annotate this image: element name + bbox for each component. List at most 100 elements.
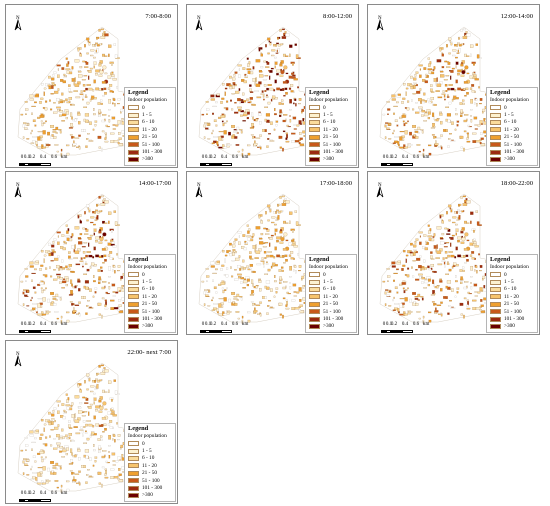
scale-tick-label: 0.1 xyxy=(204,322,212,327)
building xyxy=(476,270,478,274)
legend-label: 11 - 20 xyxy=(504,293,519,300)
building xyxy=(239,128,243,131)
legend-subtitle: Indoor population xyxy=(128,97,167,103)
building xyxy=(482,275,486,279)
building xyxy=(87,133,90,135)
building xyxy=(84,94,87,96)
building xyxy=(85,423,88,427)
building xyxy=(274,232,276,236)
scale-bar-segment xyxy=(200,163,205,166)
building xyxy=(250,279,254,284)
legend-label: 1 - 5 xyxy=(504,112,514,119)
building xyxy=(430,88,433,92)
building xyxy=(68,91,73,93)
building xyxy=(281,43,284,45)
building xyxy=(84,280,90,284)
building xyxy=(110,140,115,144)
building xyxy=(226,83,231,87)
building xyxy=(254,90,259,93)
legend-swatch xyxy=(309,149,320,155)
building xyxy=(56,106,61,109)
building xyxy=(31,296,33,299)
building xyxy=(39,100,42,104)
building xyxy=(279,74,284,77)
building xyxy=(65,480,70,483)
building xyxy=(213,303,218,305)
building xyxy=(41,459,44,463)
building xyxy=(77,288,81,292)
scale-bar-segment xyxy=(19,499,24,502)
legend-entry: 11 - 20 xyxy=(128,462,173,469)
building xyxy=(79,66,83,69)
building xyxy=(66,237,70,241)
building xyxy=(421,114,424,117)
building xyxy=(256,96,262,99)
building xyxy=(478,253,481,256)
building xyxy=(276,87,281,91)
legend-label: 51 - 100 xyxy=(323,141,341,148)
building xyxy=(244,73,247,76)
building xyxy=(282,220,286,224)
building xyxy=(42,443,45,445)
building xyxy=(74,395,80,399)
building xyxy=(446,61,449,63)
building xyxy=(275,120,279,123)
building xyxy=(462,102,465,105)
building xyxy=(104,200,109,204)
legend-entry: >300 xyxy=(490,156,535,163)
building xyxy=(430,294,436,296)
building xyxy=(105,460,108,463)
legend-label: 101 - 300 xyxy=(142,316,163,323)
building xyxy=(93,228,97,232)
legend-entry: 101 - 300 xyxy=(309,315,354,322)
building xyxy=(51,85,54,89)
scale-tick-label: 0.6 xyxy=(231,155,239,160)
building xyxy=(450,307,456,309)
building xyxy=(234,268,237,271)
legend-swatch xyxy=(128,127,139,133)
building xyxy=(109,468,115,471)
building xyxy=(211,142,215,145)
building xyxy=(218,303,222,308)
building xyxy=(391,94,396,98)
building xyxy=(77,410,83,414)
building xyxy=(289,53,291,57)
building xyxy=(281,102,284,105)
building xyxy=(417,126,421,130)
building xyxy=(412,124,417,128)
building xyxy=(292,116,297,120)
legend-label: 21 - 50 xyxy=(504,134,520,141)
building xyxy=(236,299,239,301)
building xyxy=(392,299,394,302)
building xyxy=(70,405,73,407)
scale-tick-label: 0.1 xyxy=(204,155,212,160)
time-period-label: 17:00-18:00 xyxy=(319,180,352,187)
building xyxy=(31,441,36,443)
building xyxy=(86,52,89,55)
building xyxy=(55,299,58,301)
building xyxy=(53,407,57,410)
building xyxy=(237,231,242,234)
building xyxy=(71,245,75,249)
building xyxy=(34,437,37,440)
legend-swatch xyxy=(128,301,139,307)
building xyxy=(261,90,264,93)
building xyxy=(388,138,392,140)
building xyxy=(96,204,98,207)
building xyxy=(234,136,238,139)
legend-label: 0 xyxy=(323,271,326,278)
building xyxy=(409,251,413,254)
building xyxy=(280,266,284,269)
building xyxy=(50,124,55,128)
building xyxy=(446,113,452,117)
building xyxy=(285,132,288,135)
building xyxy=(433,136,436,139)
scale-bar: 0 0.1 0.2 0.4 0.6 km xyxy=(16,322,96,334)
building xyxy=(92,108,95,111)
building xyxy=(57,276,60,279)
building xyxy=(45,250,50,254)
building xyxy=(231,124,236,128)
scale-bar-segment xyxy=(24,330,29,333)
building xyxy=(37,472,41,477)
legend-label: 101 - 300 xyxy=(142,149,163,156)
